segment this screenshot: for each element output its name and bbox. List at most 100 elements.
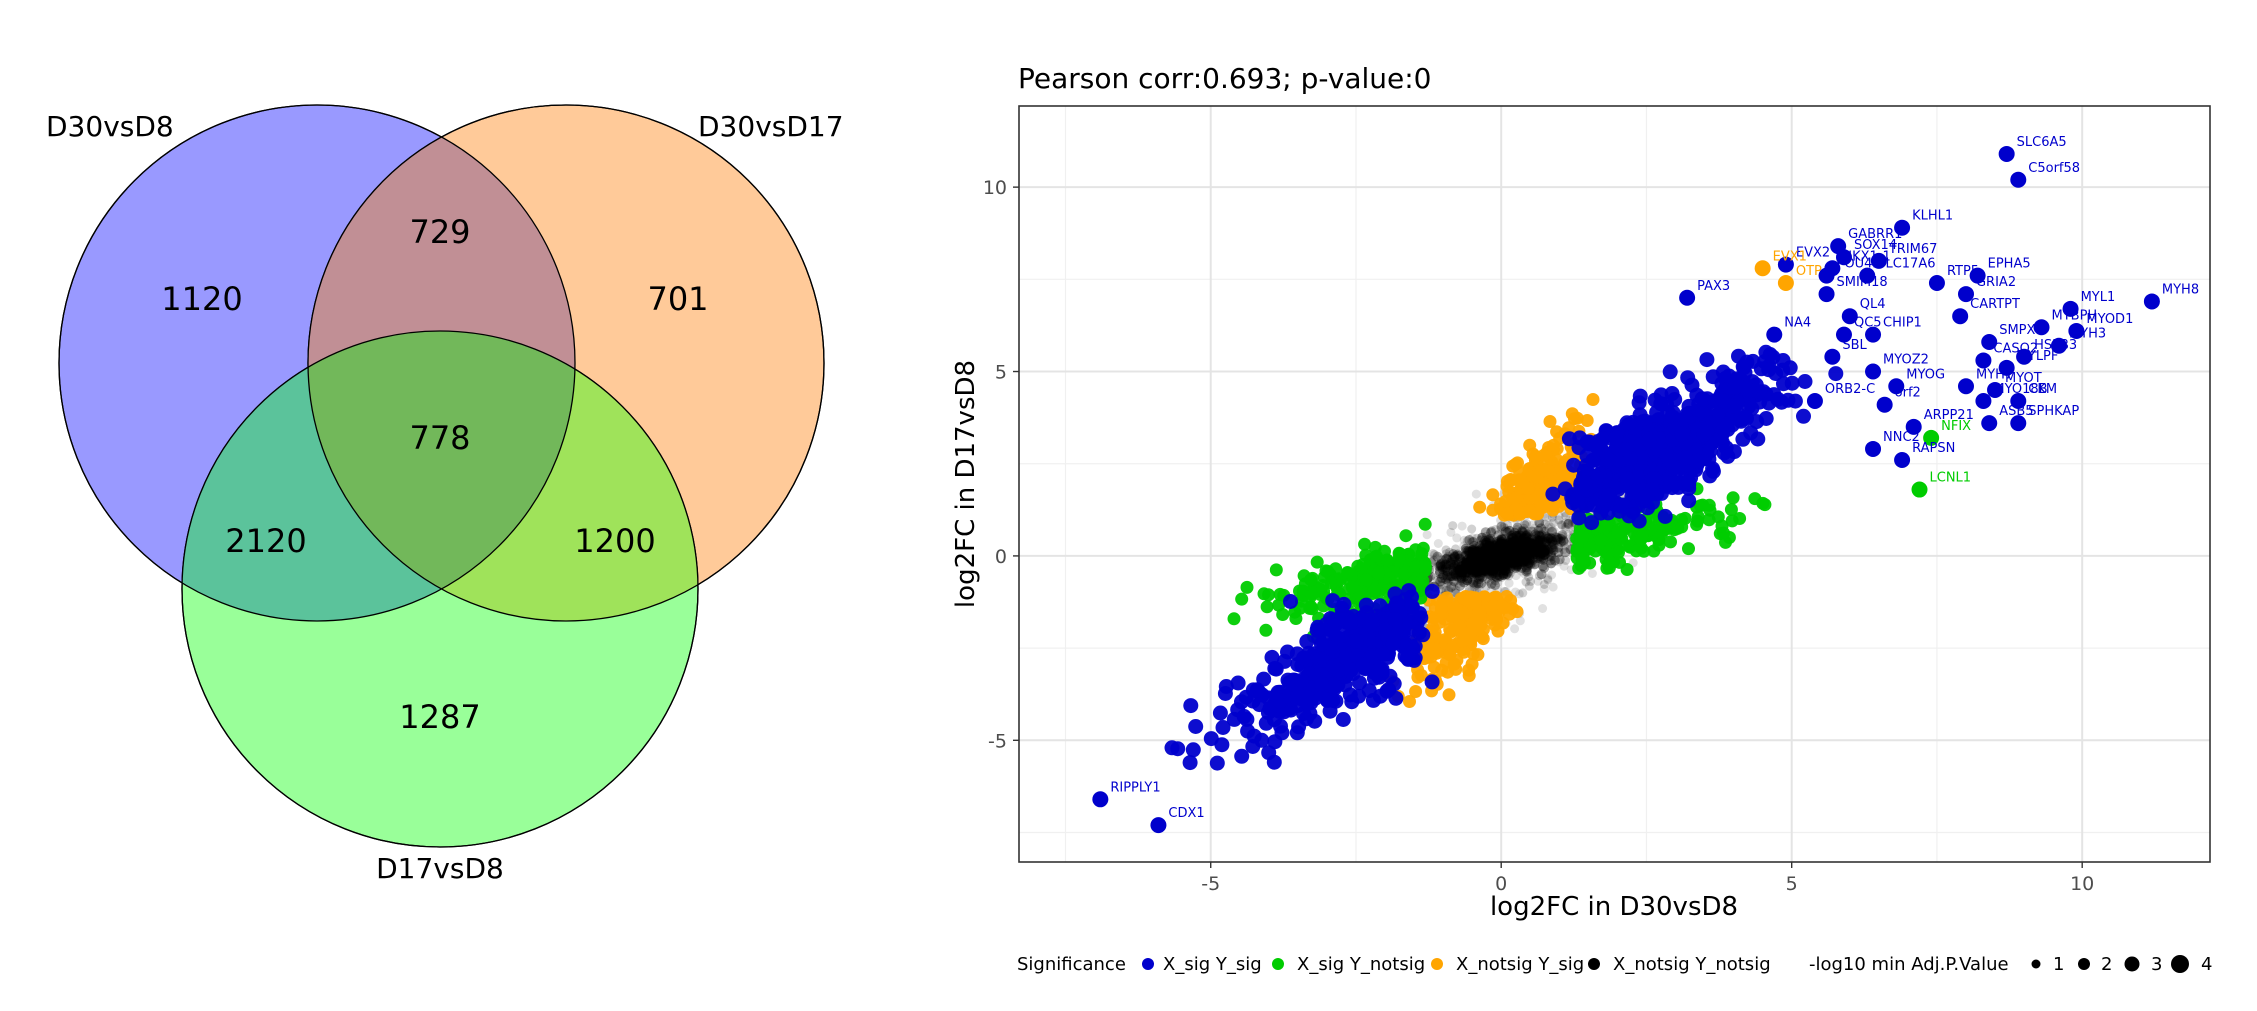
point-xsig-ynotsig [1726, 491, 1740, 505]
point-xnotsig-ynotsig [1496, 554, 1507, 565]
point-xnotsig-ynotsig [1513, 541, 1524, 552]
point-xnotsig-ynotsig [1504, 537, 1515, 548]
point-xnotsig-ynotsig [1498, 541, 1509, 552]
point-xnotsig-ynotsig [1497, 564, 1507, 575]
point-xnotsig-ynotsig [1531, 531, 1542, 541]
point-xnotsig-ynotsig [1457, 567, 1468, 578]
point-xnotsig-ynotsig [1510, 551, 1521, 562]
point-xnotsig-ynotsig [1517, 556, 1528, 567]
point-xnotsig-ynotsig [1465, 556, 1476, 567]
point-xnotsig-ynotsig [1476, 560, 1487, 571]
point-xnotsig-ynotsig [1436, 573, 1447, 584]
point-xnotsig-ynotsig [1477, 561, 1488, 572]
point-faint [1466, 547, 1476, 557]
point-faint [1479, 568, 1489, 578]
point-xnotsig-ynotsig [1475, 556, 1486, 567]
point-xnotsig-ynotsig [1442, 575, 1452, 585]
point-faint [1493, 547, 1502, 556]
point-xnotsig-ynotsig [1452, 563, 1463, 574]
point-xnotsig-ynotsig [1475, 564, 1485, 573]
point-xsig-ynotsig [1575, 552, 1589, 566]
point-xsig-ysig [1251, 697, 1267, 713]
point-xnotsig-ysig [1532, 493, 1546, 507]
point-xnotsig-ynotsig [1525, 537, 1536, 548]
point-faint [1504, 555, 1514, 565]
point-xnotsig-ynotsig [1490, 542, 1501, 553]
point-xnotsig-ynotsig [1551, 532, 1561, 543]
point-xsig-ysig [1608, 430, 1624, 446]
point-xnotsig-ynotsig [1435, 560, 1446, 570]
point-xnotsig-ynotsig [1473, 549, 1484, 560]
point-faint [1449, 562, 1459, 572]
point-xnotsig-ynotsig [1494, 551, 1504, 562]
point-xnotsig-ynotsig [1480, 539, 1491, 550]
x-tick-label: 5 [1786, 873, 1798, 895]
point-label: SBL [1842, 338, 1867, 353]
point-xnotsig-ynotsig [1522, 549, 1533, 560]
point-faint [1452, 533, 1462, 543]
point-xnotsig-ynotsig [1439, 559, 1450, 570]
point-xnotsig-ynotsig [1506, 550, 1517, 561]
point-faint [1519, 551, 1529, 561]
point-xsig-ysig [1299, 634, 1315, 649]
point-xsig-ynotsig [1678, 511, 1692, 525]
point-xnotsig-ynotsig [1482, 556, 1493, 567]
point-xnotsig-ynotsig [1467, 569, 1478, 580]
point-xnotsig-ynotsig [1448, 549, 1459, 560]
point-faint [1587, 569, 1597, 578]
point-xnotsig-ynotsig [1502, 549, 1513, 560]
point-xnotsig-ynotsig [1483, 552, 1494, 563]
point-xnotsig-ynotsig [1498, 544, 1509, 555]
point-xnotsig-ynotsig [1449, 560, 1460, 570]
point-xnotsig-ynotsig [1516, 554, 1527, 565]
point-xnotsig-ynotsig [1541, 536, 1552, 547]
point-xnotsig-ynotsig [1482, 547, 1492, 558]
point-xnotsig-ynotsig [1472, 552, 1483, 562]
point-xnotsig-ynotsig [1479, 549, 1490, 559]
point-xsig-ynotsig [1611, 525, 1625, 539]
point-xnotsig-ynotsig [1487, 557, 1498, 568]
point-xnotsig-ynotsig [1448, 559, 1459, 570]
point-xsig-ysig [1236, 709, 1252, 724]
point-xnotsig-ynotsig [1487, 555, 1498, 566]
point-xnotsig-ynotsig [1504, 558, 1515, 569]
point-xsig-ynotsig [1227, 612, 1241, 626]
point-xnotsig-ynotsig [1496, 540, 1505, 550]
point-xnotsig-ynotsig [1502, 560, 1513, 571]
point-xnotsig-ynotsig [1507, 550, 1518, 561]
point-xnotsig-ynotsig [1524, 540, 1535, 550]
point-xnotsig-ynotsig [1480, 549, 1491, 560]
point-xsig-ynotsig [1289, 612, 1303, 625]
point-xnotsig-ynotsig [1470, 561, 1481, 572]
point-xnotsig-ynotsig [1498, 549, 1509, 560]
point-xnotsig-ynotsig [1466, 553, 1477, 564]
point-xnotsig-ynotsig [1477, 532, 1487, 542]
point-xnotsig-ynotsig [1469, 557, 1480, 567]
point-xnotsig-ynotsig [1523, 560, 1533, 571]
point-xnotsig-ynotsig [1468, 546, 1478, 556]
point-xnotsig-ynotsig [1457, 565, 1468, 576]
legend-label-xsig-ynotsig: X_sig Y_notsig [1297, 954, 1425, 975]
point-xnotsig-ynotsig [1447, 571, 1458, 582]
point-xsig-ysig [1164, 740, 1180, 756]
point-xnotsig-ynotsig [1495, 549, 1506, 560]
point-xnotsig-ynotsig [1484, 560, 1495, 571]
point-xnotsig-ynotsig [1539, 546, 1550, 557]
point-xnotsig-ynotsig [1476, 578, 1487, 589]
point-xnotsig-ynotsig [1516, 540, 1527, 551]
point-xnotsig-ynotsig [1526, 538, 1537, 549]
point-xsig-ysig [1325, 658, 1341, 674]
point-xnotsig-ynotsig [1494, 542, 1504, 553]
point-faint [1509, 553, 1519, 563]
point-xnotsig-ynotsig [1484, 543, 1495, 554]
point-xnotsig-ynotsig [1498, 547, 1509, 558]
point-xnotsig-ynotsig [1507, 545, 1518, 556]
point-xnotsig-ynotsig [1497, 546, 1508, 557]
point-xsig-ysig [1240, 723, 1256, 739]
point-xnotsig-ynotsig [1477, 548, 1487, 558]
point-xnotsig-ynotsig [1521, 556, 1531, 566]
point-xnotsig-ynotsig [1465, 577, 1475, 587]
point-xnotsig-ynotsig [1500, 542, 1510, 552]
point-xnotsig-ynotsig [1503, 566, 1514, 577]
point-faint [1495, 560, 1505, 570]
